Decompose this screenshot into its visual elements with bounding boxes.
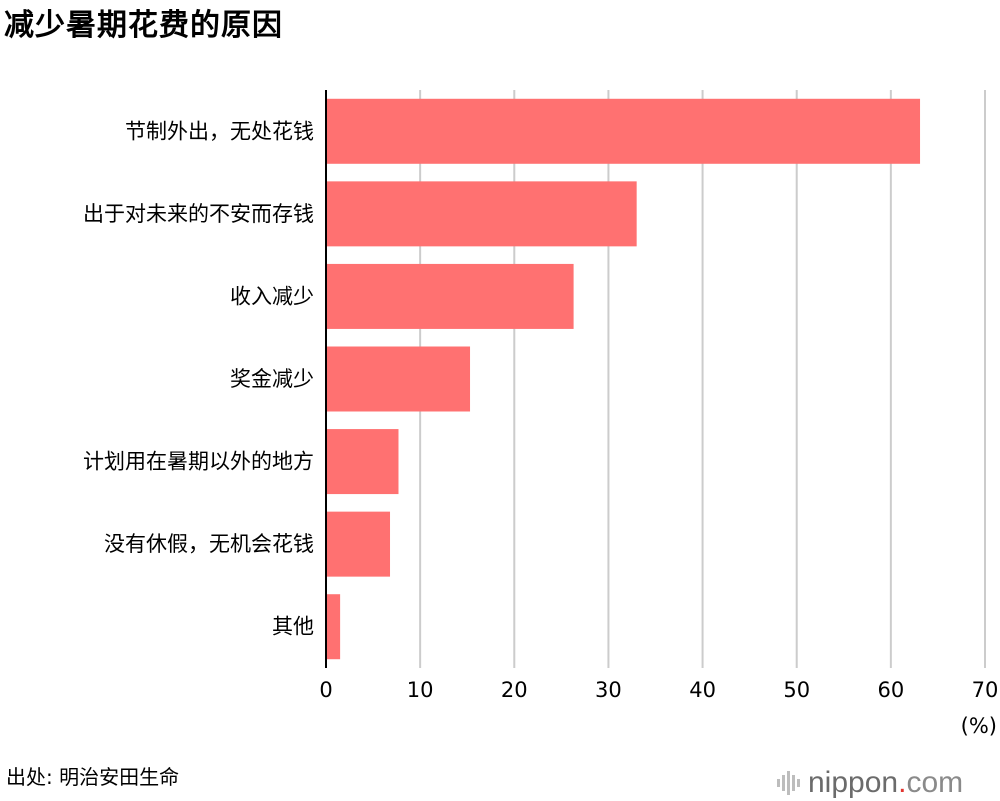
brand-wordmark: nippon.com [808,765,963,801]
x-tick-label: 40 [689,678,716,702]
x-tick-label: 10 [407,678,434,702]
x-tick-label: 30 [595,678,622,702]
x-tick-label: 0 [319,678,332,702]
bar [326,594,341,660]
bar [326,181,637,247]
nippon-logo: nippon.com [776,765,963,801]
bar-chart: 节制外出，无处花钱出于对未来的不安而存钱收入减少奖金减少计划用在暑期以外的地方没… [83,90,999,738]
x-tick-label: 70 [972,678,999,702]
brand-dot: . [898,766,907,799]
category-label: 计划用在暑期以外的地方 [83,450,314,474]
brand-name: nippon [808,766,899,799]
chart-title: 减少暑期花费的原因 [4,8,283,43]
bar [326,346,471,412]
bar [326,98,921,164]
bar [326,511,391,577]
bar [326,263,574,329]
sound-bars-icon [777,771,800,795]
bar [326,429,399,495]
category-label: 收入减少 [230,284,314,308]
brand-tld: com [906,766,964,799]
category-label: 奖金减少 [230,367,314,391]
category-label: 节制外出，无处花钱 [125,119,314,143]
x-tick-label: 60 [877,678,904,702]
source-note: 出处: 明治安田生命 [6,765,180,789]
x-unit-label: (%) [961,714,997,738]
x-tick-label: 50 [783,678,810,702]
x-tick-label: 20 [501,678,528,702]
category-label: 没有休假，无机会花钱 [104,532,314,556]
category-label: 其他 [272,615,314,639]
category-label: 出于对未来的不安而存钱 [83,202,314,226]
